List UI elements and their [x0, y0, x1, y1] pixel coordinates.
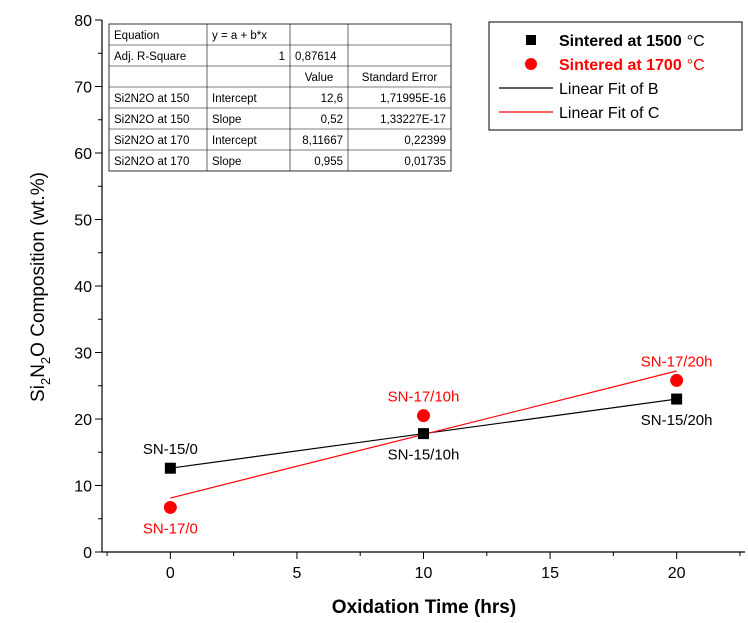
table-cell: 1,33227E-17 [380, 114, 446, 126]
table-cell: Standard Error [362, 72, 438, 84]
legend-marker-square [526, 35, 536, 45]
table-cell: Intercept [212, 93, 258, 105]
legend-marker-circle [525, 58, 537, 70]
table-cell: Equation [114, 30, 159, 42]
table-cell: Slope [212, 156, 241, 168]
table-cell: 12,6 [321, 93, 343, 105]
data-point-circle [417, 409, 430, 423]
point-label: SN-17/10h [388, 389, 460, 406]
y-axis-title: Si2N2O Composition (wt.%) [28, 172, 53, 402]
table-cell: Si2N2O at 170 [114, 156, 189, 168]
y-tick-label: 30 [74, 346, 92, 363]
table-cell: y = a + b*x [212, 30, 267, 42]
y-tick-label: 70 [74, 80, 92, 97]
table-cell: 0,955 [314, 156, 343, 168]
data-point-circle [670, 373, 684, 387]
y-tick-label: 80 [74, 13, 92, 30]
table-cell: 0,52 [321, 114, 343, 126]
point-label: SN-15/20h [641, 412, 713, 429]
legend-label: Sintered at 1700 °C [559, 57, 705, 74]
x-tick-label: 5 [292, 565, 301, 582]
x-tick-label: 10 [415, 565, 433, 582]
data-point-square [671, 393, 683, 405]
table-cell: 8,11667 [302, 135, 343, 147]
legend-label: Linear Fit of C [559, 105, 659, 122]
point-label: SN-15/0 [143, 441, 198, 458]
table-cell: 0,22399 [404, 135, 446, 147]
table-cell: Si2N2O at 150 [114, 93, 189, 105]
stats-table: Equation y = a + b*x Adj. R-Square 1 0,87614… [108, 23, 452, 172]
y-tick-label: 10 [74, 479, 92, 496]
x-tick-label: 0 [166, 565, 175, 582]
table-cell: Si2N2O at 150 [114, 114, 189, 126]
x-tick-label: 15 [541, 565, 559, 582]
table-cell: 1 [279, 51, 285, 63]
point-label: SN-15/10h [388, 447, 460, 464]
table-cell: Intercept [212, 135, 258, 147]
data-points [163, 373, 684, 514]
data-point-circle [163, 500, 177, 514]
table-cell: Value [305, 72, 334, 84]
data-point-square [418, 428, 429, 440]
y-tick-label: 40 [74, 279, 92, 296]
y-tick-label: 0 [83, 545, 92, 562]
legend: Sintered at 1500 °C Sintered at 1700 °C Line… [488, 21, 743, 131]
table-cell: Adj. R-Square [114, 51, 186, 63]
legend-label: Linear Fit of B [559, 81, 659, 98]
y-tick-label: 20 [74, 412, 92, 429]
legend-label: Sintered at 1500 °C [559, 33, 705, 50]
table-cell: 0,01735 [404, 156, 446, 168]
axes: 0 5 10 15 20 0 10 20 30 40 50 60 70 80 [74, 13, 745, 582]
table-cell: Si2N2O at 170 [114, 135, 189, 147]
point-label: SN-17/20h [641, 353, 713, 370]
x-tick-label: 20 [668, 565, 686, 582]
point-labels: SN-15/0 SN-15/10h SN-15/20h SN-17/0 SN-17/10… [143, 353, 713, 537]
table-cell: Slope [212, 114, 241, 126]
data-point-square [164, 462, 176, 474]
y-tick-label: 50 [74, 213, 92, 230]
y-tick-label: 60 [74, 146, 92, 163]
table-cell: 0,87614 [295, 51, 337, 63]
table-cell: 1,71995E-16 [380, 93, 446, 105]
stats-table-frame [108, 23, 452, 172]
point-label: SN-17/0 [143, 520, 198, 537]
x-axis-title: Oxidation Time (hrs) [332, 597, 516, 618]
